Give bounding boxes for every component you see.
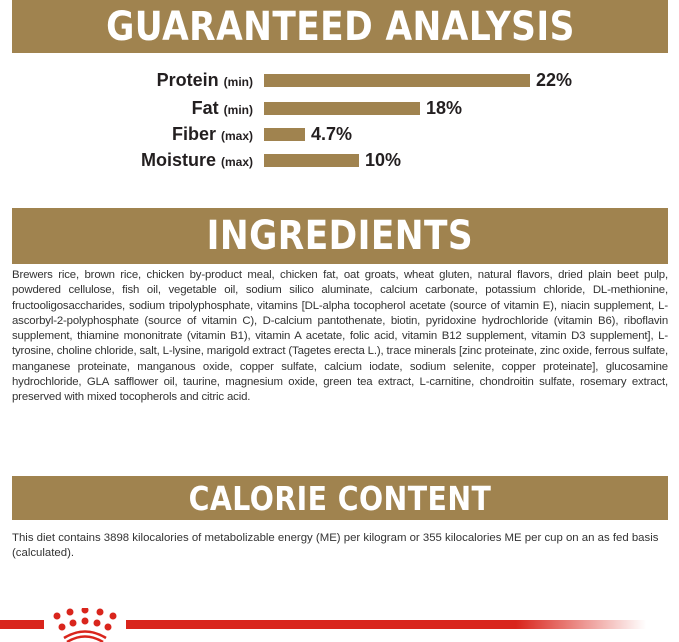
red-stripe-right (126, 620, 646, 629)
nutrient-bar (264, 154, 359, 167)
ingredients-title: INGREDIENTS (206, 213, 474, 259)
analysis-row-fat: Fat (min) 18% (0, 98, 679, 118)
ingredients-text: Brewers rice, brown rice, chicken by-pro… (12, 269, 668, 404)
nutrient-value: 4.7% (311, 124, 353, 144)
guaranteed-analysis-header: GUARANTEED ANALYSIS (12, 0, 668, 53)
analysis-row-protein: Protein (min) 22% (0, 70, 679, 90)
nutrient-value: 10% (365, 150, 402, 170)
nutrient-bar (264, 128, 305, 141)
crown-icon (53, 608, 117, 642)
guaranteed-analysis-title: GUARANTEED ANALYSIS (105, 3, 575, 50)
calorie-content-title: CALORIE CONTENT (188, 478, 492, 518)
royal-canin-crown-logo (0, 608, 646, 642)
nutrient-value: 22% (536, 70, 573, 90)
analysis-row-fiber: Fiber (max) 4.7% (0, 124, 679, 144)
red-stripe-left (0, 620, 44, 629)
calorie-content-header: CALORIE CONTENT (12, 476, 668, 520)
nutrient-qualifier: (min) (223, 103, 253, 117)
nutrient-name: Protein (156, 70, 219, 90)
calorie-content-text: This diet contains 3898 kilocalories of … (12, 532, 659, 560)
nutrient-name: Fiber (171, 124, 216, 144)
nutrient-bar (264, 102, 420, 115)
analysis-row-moisture: Moisture (max) 10% (0, 150, 679, 170)
nutrient-name: Moisture (140, 150, 216, 170)
nutrient-name: Fat (191, 98, 219, 118)
nutrient-qualifier: (max) (220, 129, 253, 143)
nutrient-value: 18% (426, 98, 463, 118)
nutrient-qualifier: (min) (223, 75, 253, 89)
nutrient-bar (264, 74, 530, 87)
ingredients-header: INGREDIENTS (12, 208, 668, 264)
nutrient-qualifier: (max) (220, 155, 253, 169)
